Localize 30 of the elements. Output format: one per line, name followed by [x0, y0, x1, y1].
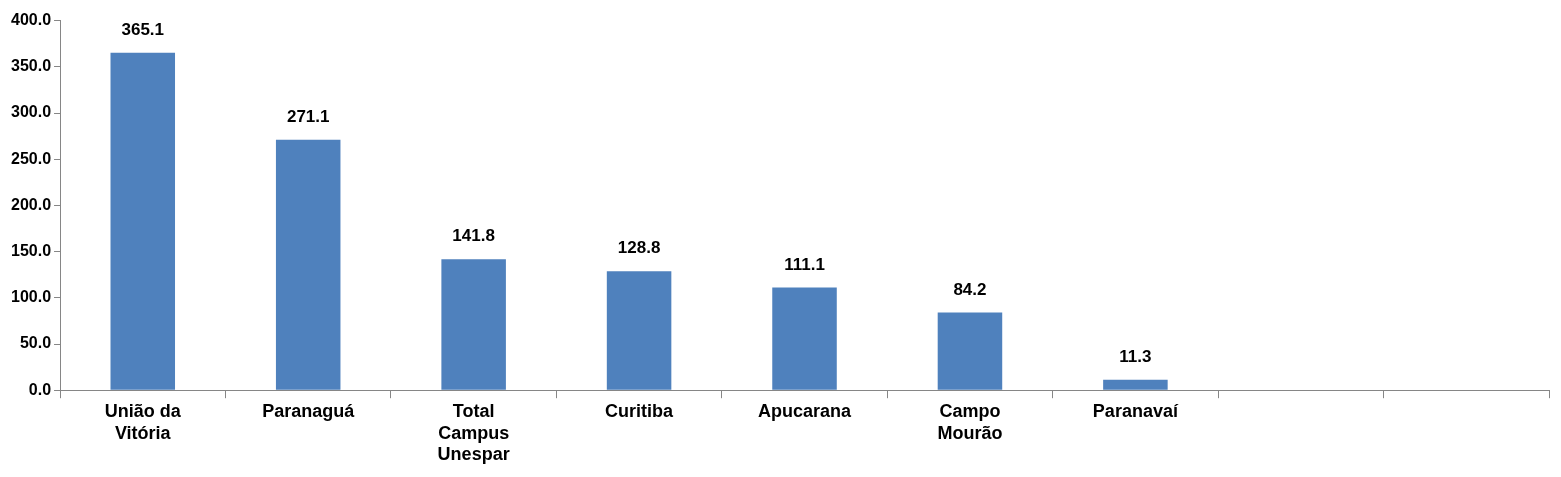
- bar: [275, 139, 341, 390]
- x-tick-label: Apucarana: [758, 400, 853, 421]
- x-tick-label: Paranavaí: [1092, 400, 1179, 421]
- y-tick-label: 50.0: [19, 334, 52, 352]
- y-tick-label: 150.0: [10, 242, 52, 260]
- x-tick-label: Total Campus Unespar: [437, 400, 510, 465]
- x-tick-label: Paranaguá: [262, 400, 356, 421]
- x-tick-label: Curitiba: [605, 400, 675, 421]
- y-tick-label: 350.0: [10, 57, 52, 75]
- bar: [441, 259, 506, 390]
- y-tick-label: 200.0: [10, 195, 52, 213]
- data-label: 128.8: [617, 238, 661, 258]
- y-tick-label: 0.0: [28, 380, 52, 398]
- y-tick-label: 300.0: [10, 103, 52, 121]
- bar: [937, 312, 1003, 390]
- bar: [772, 287, 837, 390]
- x-tick-label: Campo Mourão: [937, 400, 1003, 443]
- x-tick-label: União da Vitória: [104, 400, 182, 443]
- data-label: 141.8: [452, 226, 495, 246]
- y-tick-label: 100.0: [10, 288, 52, 306]
- bar: [1103, 379, 1168, 390]
- data-label: 84.2: [953, 279, 987, 299]
- y-tick-label: 400.0: [10, 11, 52, 29]
- bar: [110, 52, 176, 390]
- data-label: 11.3: [1119, 346, 1152, 366]
- y-tick-label: 250.0: [10, 149, 52, 167]
- data-label: 365.1: [121, 20, 165, 40]
- data-label: 111.1: [784, 254, 825, 274]
- data-label: 271.1: [286, 106, 330, 126]
- bar: [606, 271, 672, 390]
